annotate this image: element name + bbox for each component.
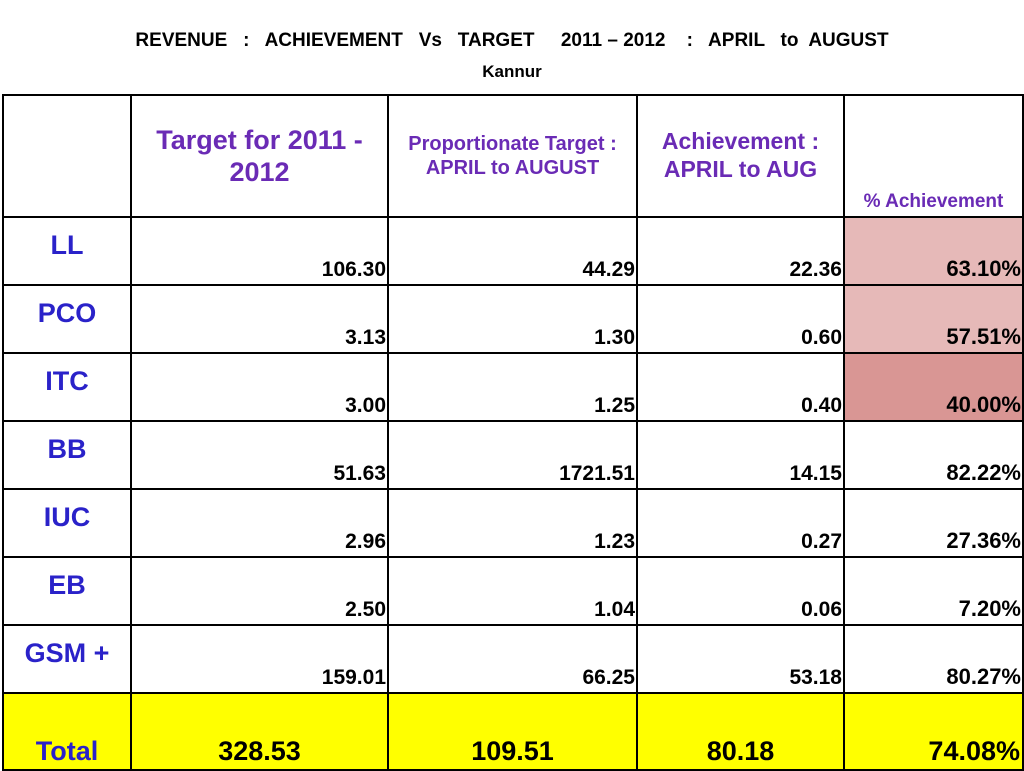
table-row: EB 2.50 1.04 0.06 7.20% (2, 556, 1024, 626)
cell-proportionate: 1721.51 (387, 420, 638, 490)
row-label: EB (2, 556, 132, 626)
total-row: Total 328.53 109.51 80.18 74.08% (2, 692, 1024, 771)
cell-target: 2.50 (130, 556, 389, 626)
cell-achievement: 0.40 (636, 352, 845, 422)
cell-proportionate: 1.25 (387, 352, 638, 422)
cell-proportionate: 1.04 (387, 556, 638, 626)
row-label: LL (2, 216, 132, 286)
cell-proportionate: 44.29 (387, 216, 638, 286)
cell-proportionate: 1.23 (387, 488, 638, 558)
cell-achievement: 0.06 (636, 556, 845, 626)
cell-percent: 40.00% (843, 352, 1024, 422)
row-label: ITC (2, 352, 132, 422)
row-label: IUC (2, 488, 132, 558)
header-proportionate-target: Proportionate Target : APRIL to AUGUST (387, 94, 638, 218)
cell-achievement: 22.36 (636, 216, 845, 286)
header-achievement: Achievement : APRIL to AUG (636, 94, 845, 218)
header-target: Target for 2011 - 2012 (130, 94, 389, 218)
cell-percent: 80.27% (843, 624, 1024, 694)
total-proportionate: 109.51 (387, 692, 638, 771)
cell-target: 3.00 (130, 352, 389, 422)
table-row: GSM + 159.01 66.25 53.18 80.27% (2, 624, 1024, 694)
table-row: PCO 3.13 1.30 0.60 57.51% (2, 284, 1024, 354)
cell-target: 3.13 (130, 284, 389, 354)
row-label: PCO (2, 284, 132, 354)
cell-target: 2.96 (130, 488, 389, 558)
table-row: IUC 2.96 1.23 0.27 27.36% (2, 488, 1024, 558)
report-subtitle-location: Kannur (482, 62, 542, 81)
table-row: LL 106.30 44.29 22.36 63.10% (2, 216, 1024, 286)
header-percent-achievement: % Achievement (843, 94, 1024, 218)
header-row: Target for 2011 - 2012 Proportionate Tar… (2, 94, 1024, 218)
table-row: BB 51.63 1721.51 14.15 82.22% (2, 420, 1024, 490)
cell-achievement: 14.15 (636, 420, 845, 490)
cell-target: 51.63 (130, 420, 389, 490)
total-achievement: 80.18 (636, 692, 845, 771)
title-block: REVENUE : ACHIEVEMENT Vs TARGET 2011 – 2… (0, 0, 1024, 95)
revenue-table: Target for 2011 - 2012 Proportionate Tar… (2, 94, 1024, 771)
row-label: GSM + (2, 624, 132, 694)
cell-percent: 82.22% (843, 420, 1024, 490)
cell-percent: 27.36% (843, 488, 1024, 558)
cell-percent: 57.51% (843, 284, 1024, 354)
cell-target: 159.01 (130, 624, 389, 694)
cell-target: 106.30 (130, 216, 389, 286)
cell-achievement: 0.27 (636, 488, 845, 558)
total-target: 328.53 (130, 692, 389, 771)
cell-proportionate: 66.25 (387, 624, 638, 694)
cell-percent: 7.20% (843, 556, 1024, 626)
cell-proportionate: 1.30 (387, 284, 638, 354)
table-row: ITC 3.00 1.25 0.40 40.00% (2, 352, 1024, 422)
total-percent: 74.08% (843, 692, 1024, 771)
report-title: REVENUE : ACHIEVEMENT Vs TARGET 2011 – 2… (135, 30, 889, 51)
header-empty-cell (2, 94, 132, 218)
row-label: BB (2, 420, 132, 490)
cell-percent: 63.10% (843, 216, 1024, 286)
cell-achievement: 0.60 (636, 284, 845, 354)
total-label: Total (2, 692, 132, 771)
cell-achievement: 53.18 (636, 624, 845, 694)
